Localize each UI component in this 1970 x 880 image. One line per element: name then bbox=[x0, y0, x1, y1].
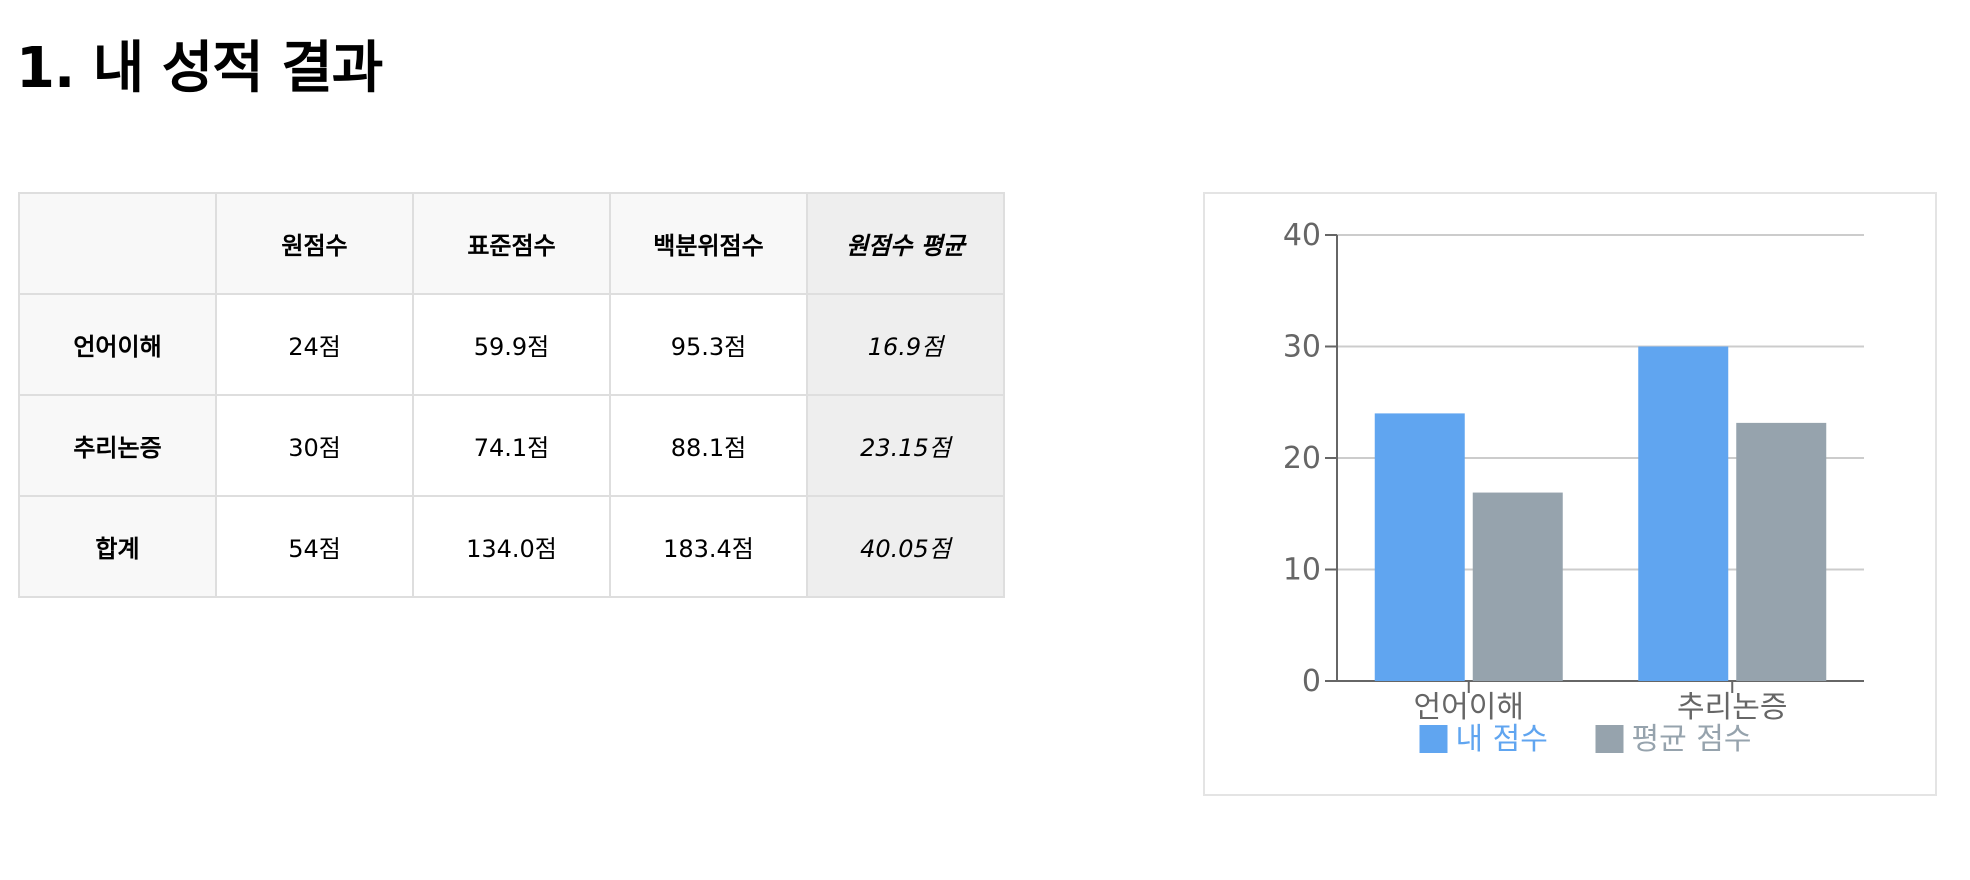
page-title: 1. 내 성적 결과 bbox=[16, 36, 383, 101]
row-label: 추리논증 bbox=[18, 394, 217, 497]
bar-my-score bbox=[1638, 346, 1729, 681]
row-label: 합계 bbox=[18, 495, 217, 598]
row-label: 언어이해 bbox=[18, 293, 217, 396]
table-row: 언어이해 24점 59.9점 95.3점 16.9점 bbox=[18, 293, 1005, 396]
x-tick-label: 추리논증 bbox=[1677, 690, 1787, 725]
y-tick-label: 10 bbox=[1283, 553, 1321, 588]
bar-average-score bbox=[1736, 422, 1827, 681]
y-tick-label: 20 bbox=[1283, 441, 1321, 476]
bar-average-score bbox=[1472, 492, 1563, 681]
legend-label: 내 점수 bbox=[1456, 722, 1548, 757]
table-row: 추리논증 30점 74.1점 88.1점 23.15점 bbox=[18, 394, 1005, 497]
table-cell: 183.4점 bbox=[609, 495, 808, 598]
table-cell: 54점 bbox=[215, 495, 414, 598]
column-header-standard-score: 표준점수 bbox=[412, 192, 611, 295]
table-cell: 95.3점 bbox=[609, 293, 808, 396]
y-tick-label: 40 bbox=[1283, 218, 1321, 253]
table-cell: 74.1점 bbox=[412, 394, 611, 497]
y-tick-label: 30 bbox=[1283, 330, 1321, 365]
table-cell-average: 40.05점 bbox=[806, 495, 1005, 598]
x-tick-label: 언어이해 bbox=[1414, 690, 1524, 725]
table-cell: 30점 bbox=[215, 394, 414, 497]
table-cell-average: 23.15점 bbox=[806, 394, 1005, 497]
table-cell: 134.0점 bbox=[412, 495, 611, 598]
column-header-raw-average: 원점수 평균 bbox=[806, 192, 1005, 295]
table-cell: 59.9점 bbox=[412, 293, 611, 396]
table-corner-cell bbox=[18, 192, 217, 295]
score-table: 원점수 표준점수 백분위점수 원점수 평균 언어이해 24점 59.9점 95.… bbox=[18, 192, 1005, 598]
table-cell: 24점 bbox=[215, 293, 414, 396]
bar-my-score bbox=[1374, 413, 1465, 681]
table-header-row: 원점수 표준점수 백분위점수 원점수 평균 bbox=[18, 192, 1005, 295]
y-tick-label: 0 bbox=[1302, 664, 1321, 699]
column-header-raw-score: 원점수 bbox=[215, 192, 414, 295]
table-cell: 88.1점 bbox=[609, 394, 808, 497]
legend-swatch bbox=[1419, 725, 1448, 753]
table-cell-average: 16.9점 bbox=[806, 293, 1005, 396]
table-row: 합계 54점 134.0점 183.4점 40.05점 bbox=[18, 495, 1005, 598]
legend-swatch bbox=[1595, 725, 1624, 753]
column-header-percentile: 백분위점수 bbox=[609, 192, 808, 295]
legend-label: 평균 점수 bbox=[1632, 722, 1752, 757]
